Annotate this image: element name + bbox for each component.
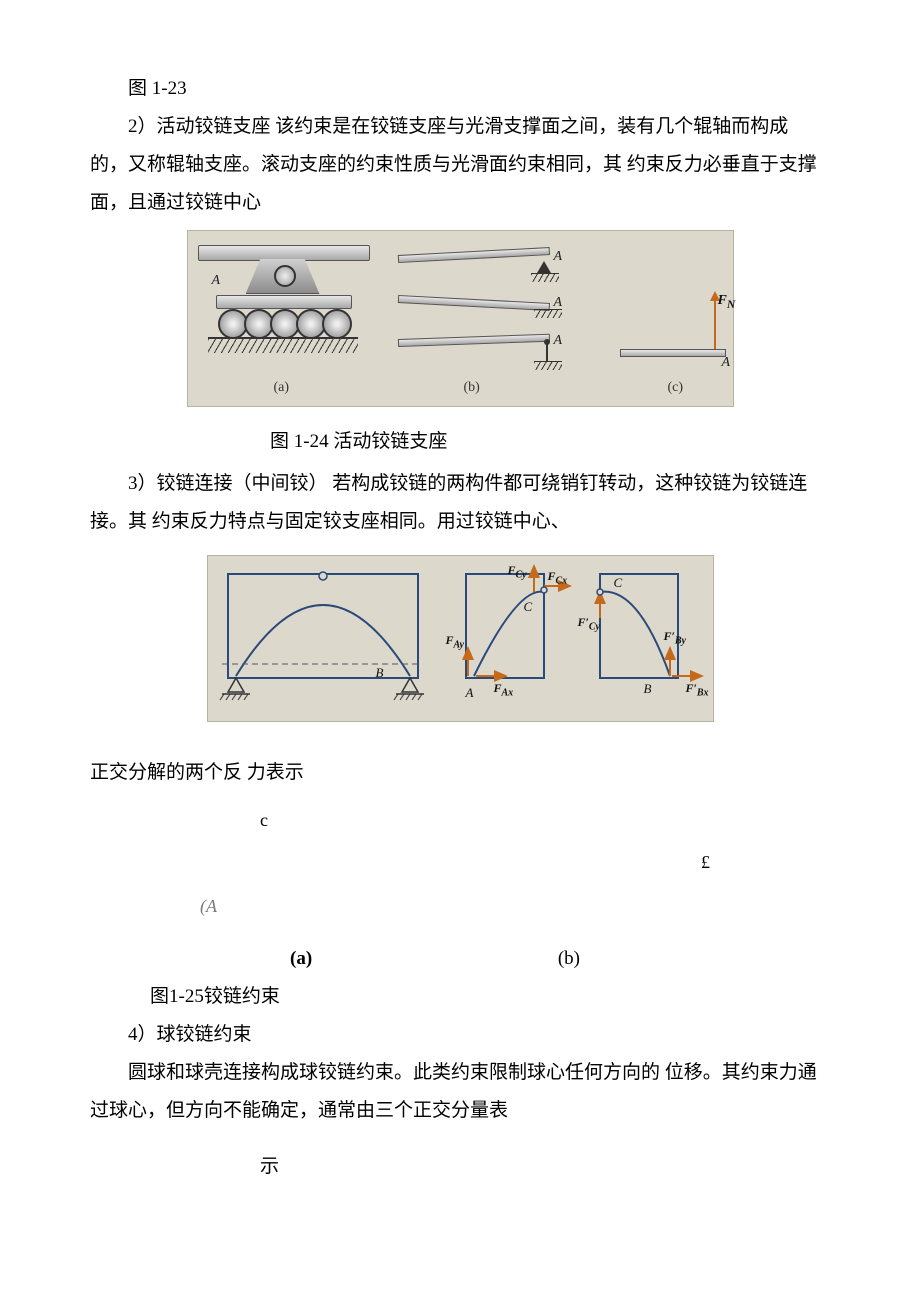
figure-1-24-illustration: A A A A FN A (a) (b) (c) xyxy=(187,230,734,407)
fig-b-bar-1 xyxy=(397,247,549,263)
panel-label-c: (c) xyxy=(668,374,684,402)
sub-label-a: (a) xyxy=(290,940,312,978)
figure-1-25-illustration: B A B C C FCy FCx FAy FAx F′Cy F′By F′Bx xyxy=(207,555,714,722)
stray-paren-A: (A xyxy=(90,888,830,924)
fig-a-top-bar xyxy=(198,245,370,261)
fig-b-tri-1 xyxy=(537,261,551,273)
ab-label-row: (a) (b) xyxy=(90,940,830,978)
fig-b-ground-1 xyxy=(531,273,559,282)
label-C-left: C xyxy=(524,594,533,620)
fig-a-base-bar xyxy=(216,295,352,309)
stray-symbol-row-1: c xyxy=(90,802,830,838)
fig-1-24-caption: 图 1-24 活动铰链支座 xyxy=(90,423,830,461)
label-Fp-By: F′By xyxy=(664,624,687,651)
label-B-left: B xyxy=(376,660,384,686)
label-C-right: C xyxy=(614,570,623,596)
document-page: 图 1-23 2）活动铰链支座 该约束是在铰链支座与光滑支撑面之间，装有几个辊轴… xyxy=(0,0,920,1245)
stray-c: c xyxy=(260,802,268,838)
sub-label-b: (b) xyxy=(558,940,580,978)
fig-1-23-caption: 图 1-23 xyxy=(90,70,830,108)
fig-a-rollers xyxy=(218,309,348,335)
label-A: A xyxy=(554,327,563,355)
label-FAy: FAy xyxy=(446,628,464,655)
panel-label-a: (a) xyxy=(274,374,290,402)
label-FN: FN xyxy=(718,287,736,316)
fig-b-bar-2 xyxy=(397,295,549,311)
stray-pound: £ xyxy=(701,844,710,880)
fig-1-25-caption: 图1-25铰链约束 xyxy=(90,978,830,1016)
paragraph-4-head: 4）球铰链约束 xyxy=(90,1016,830,1054)
fig-b-bar-3 xyxy=(397,334,549,347)
label-FCy: FCy xyxy=(508,558,527,585)
fig-b-stem-3 xyxy=(546,343,548,361)
fig-c-force-arrow xyxy=(714,299,716,349)
paragraph-4-body: 圆球和球壳连接构成球铰链约束。此类约束限制球心任何方向的 位移。其约束力通过球心… xyxy=(90,1054,830,1130)
label-F: F xyxy=(718,293,727,308)
label-A: A xyxy=(722,349,731,377)
fig-c-bar xyxy=(620,349,726,357)
stray-symbol-row-2: £ xyxy=(90,844,830,880)
label-FAx: FAx xyxy=(494,676,514,703)
fig-a-ground xyxy=(208,337,358,353)
roller xyxy=(322,309,352,339)
paragraph-2: 2）活动铰链支座 该约束是在铰链支座与光滑支撑面之间，装有几个辊轴而构成 的，又… xyxy=(90,108,830,222)
label-A: A xyxy=(212,267,221,295)
fig-b-ground-3 xyxy=(534,361,562,370)
paragraph-3: 3）铰链连接（中间铰） 若构成铰链的两构件都可绕销钉转动，这种铰链为铰链连接。其… xyxy=(90,465,830,541)
panel-label-b: (b) xyxy=(464,374,480,402)
label-Fp-Cy: F′Cy xyxy=(578,610,601,637)
label-A: A xyxy=(554,243,563,271)
figure-1-25: B A B C C FCy FCx FAy FAx F′Cy F′By F′Bx xyxy=(90,555,830,736)
label-B-right: B xyxy=(644,676,652,702)
label-Fp-Bx: F′Bx xyxy=(686,676,709,703)
label-A-right: A xyxy=(466,680,474,706)
trailing-char: 示 xyxy=(90,1148,830,1186)
label-A: A xyxy=(554,289,563,317)
label-FCx: FCx xyxy=(548,564,568,591)
fig-a-pin xyxy=(274,265,296,287)
label-N-sub: N xyxy=(727,298,735,311)
figure-1-24: A A A A FN A (a) (b) (c) xyxy=(90,230,830,421)
orthogonal-decomp-text: 正交分解的两个反 力表示 xyxy=(90,754,830,792)
